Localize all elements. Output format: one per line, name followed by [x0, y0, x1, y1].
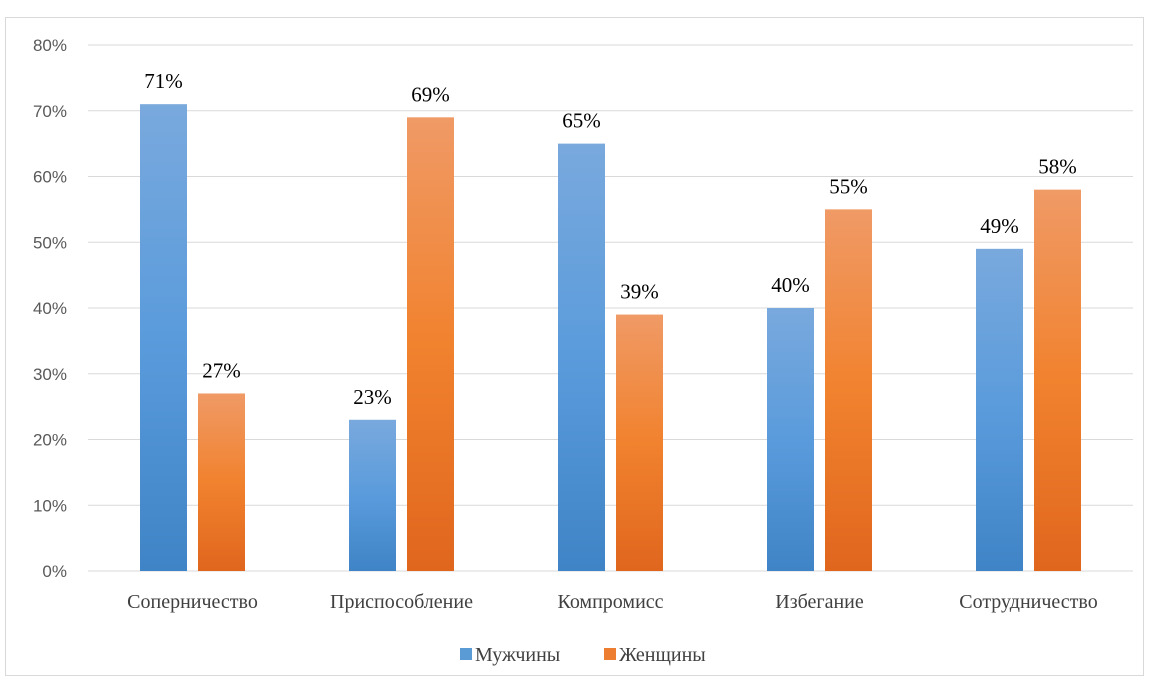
data-label-male: 49% [980, 214, 1019, 238]
data-label-female: 58% [1038, 155, 1077, 179]
y-tick-label: 60% [33, 168, 67, 187]
bar-female [825, 209, 872, 571]
bar-male [767, 308, 814, 571]
y-tick-label: 0% [42, 562, 67, 581]
x-tick-label: Приспособление [330, 591, 473, 613]
bar-female [198, 393, 245, 571]
bar-male [976, 248, 1023, 571]
legend-label-male: Мужчины [475, 644, 560, 666]
x-tick-label: Избегание [775, 591, 864, 613]
data-label-male: 23% [353, 385, 392, 409]
data-label-male: 71% [144, 69, 183, 93]
y-tick-label: 10% [33, 496, 67, 515]
legend-swatch-male [460, 648, 472, 660]
bar-female [616, 314, 663, 571]
data-labels: 71% 27% 23% 69% 65% 39% 40% 55% 49% 58% [144, 69, 1077, 409]
data-label-female: 55% [829, 174, 868, 198]
x-tick-label: Соперничество [127, 591, 258, 613]
x-tick-label: Компромисс [557, 591, 663, 613]
y-tick-label: 20% [33, 431, 67, 450]
x-tick-label: Сотрудничество [959, 591, 1097, 613]
y-tick-label: 40% [33, 299, 67, 318]
legend: Мужчины Женщины [460, 644, 706, 666]
data-label-male: 65% [562, 109, 601, 133]
y-tick-label: 50% [33, 233, 67, 252]
data-label-male: 40% [771, 273, 810, 297]
data-label-female: 39% [620, 280, 659, 304]
y-axis: 0% 10% 20% 30% 40% 50% 60% 70% 80% [33, 36, 67, 581]
y-tick-label: 30% [33, 365, 67, 384]
bar-male [140, 104, 187, 572]
bar-female [1034, 189, 1081, 571]
bar-female [407, 117, 454, 571]
legend-swatch-female [604, 648, 616, 660]
data-label-female: 69% [411, 82, 450, 106]
bar-male [558, 143, 605, 571]
x-axis: Соперничество Приспособление Компромисс Изб… [127, 591, 1098, 613]
data-label-female: 27% [202, 358, 241, 382]
y-tick-label: 80% [33, 36, 67, 55]
gridlines [88, 44, 1133, 572]
bar-male [349, 419, 396, 571]
legend-label-female: Женщины [619, 644, 706, 666]
bars [140, 104, 1081, 572]
y-tick-label: 70% [33, 102, 67, 121]
